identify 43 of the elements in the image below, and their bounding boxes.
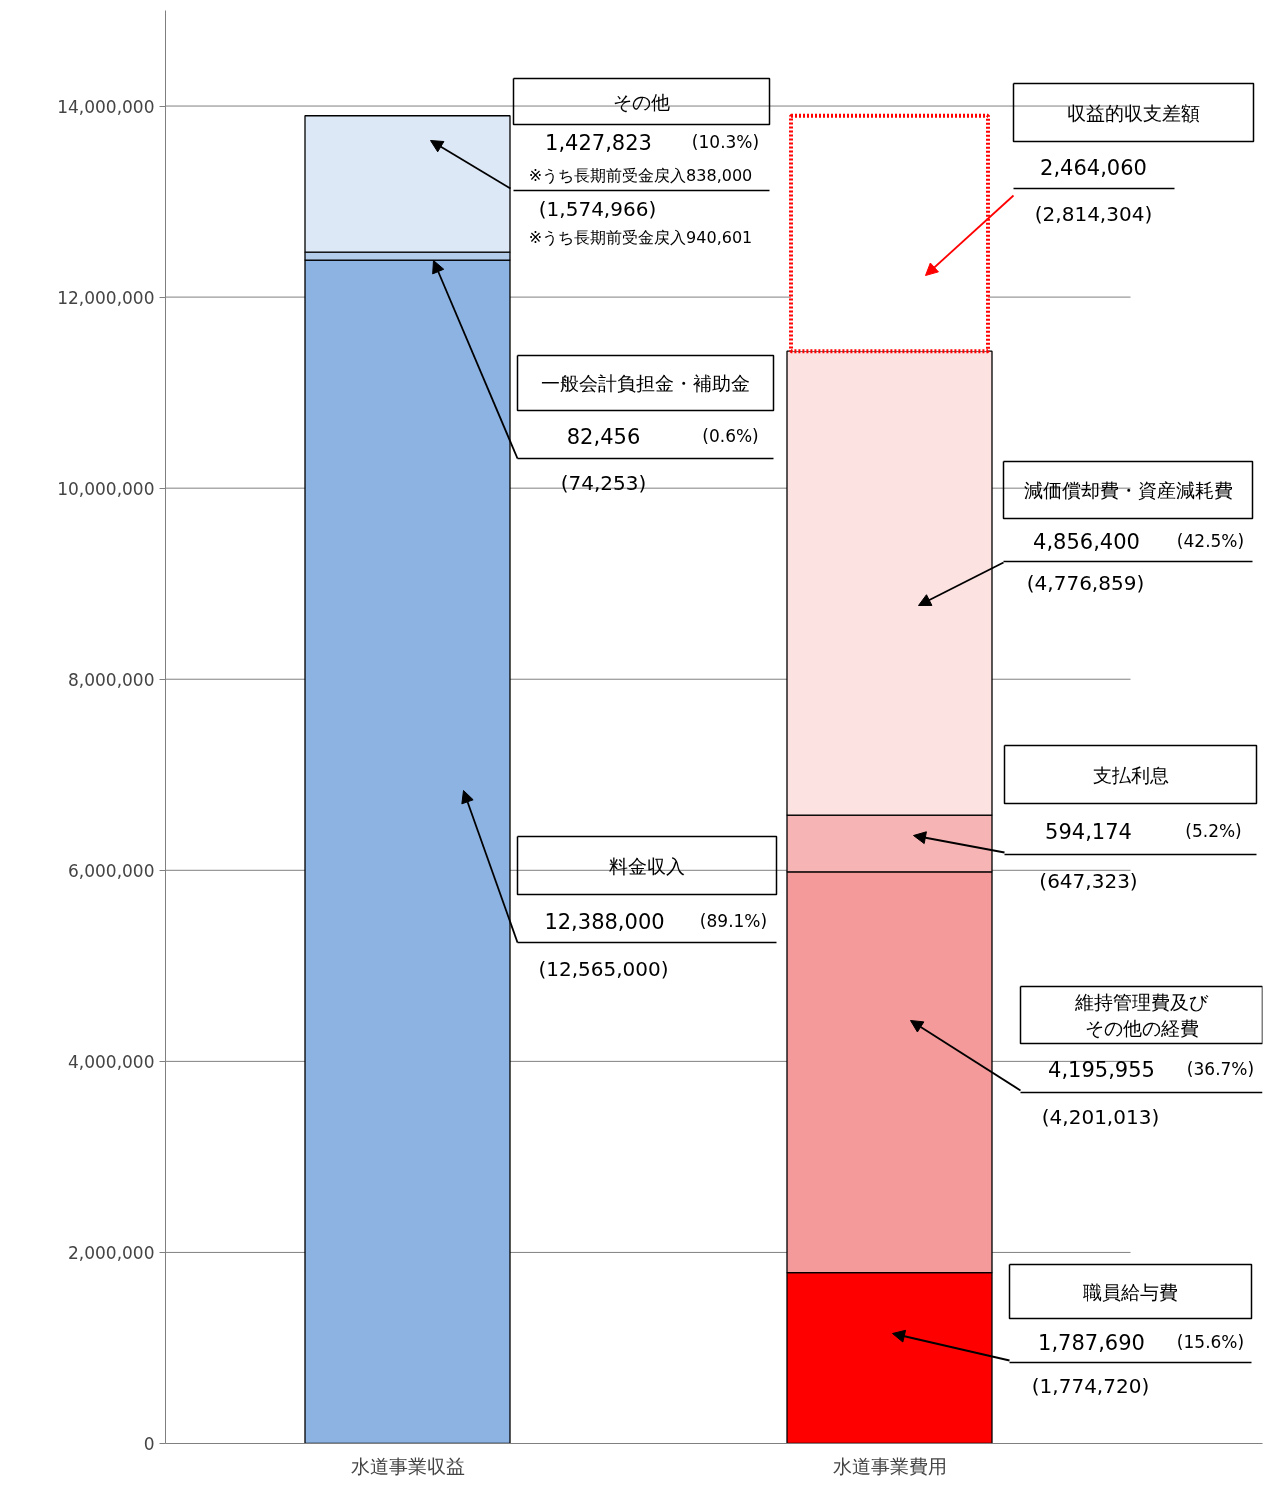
- y-tick-label: 6,000,000: [67, 860, 155, 881]
- annotation: 4,856,400: [1033, 529, 1140, 554]
- text: (36.7%): [1186, 1058, 1255, 1079]
- y-tick-label: 8,000,000: [67, 669, 155, 690]
- annotation: 1,787,690: [1038, 1330, 1145, 1355]
- annotation: 82,456: [566, 424, 641, 449]
- annotation: 2,464,060: [1040, 155, 1147, 180]
- annotation: (0.6%): [702, 425, 759, 446]
- annotation: (74,253): [560, 470, 647, 495]
- annotation: (647,323): [1039, 868, 1138, 893]
- y-tick-label: 14,000,000: [57, 96, 155, 117]
- x-tick-label: 水道事業収益: [350, 1454, 465, 1477]
- annotation: その他: [613, 90, 670, 113]
- annotation: ※うち長期前受金戻入940,601: [528, 228, 753, 247]
- text: (15.6%): [1176, 1331, 1245, 1352]
- annotation: 収益的収支差額: [1067, 101, 1200, 124]
- annotation: (1,774,720): [1031, 1373, 1150, 1398]
- annotation: (10.3%): [691, 131, 760, 152]
- annotation: 12,388,000: [544, 909, 665, 934]
- text: (5.2%): [1185, 820, 1242, 841]
- y-tick-label: 2,000,000: [67, 1242, 155, 1263]
- y-tick-label: 10,000,000: [57, 478, 155, 499]
- text: (42.5%): [1176, 530, 1245, 551]
- annotation: 1,427,823: [545, 130, 652, 155]
- annotation: 料金収入: [609, 854, 685, 877]
- x-tick-label: 水道事業費用: [832, 1454, 947, 1477]
- annotation: (1,574,966): [538, 196, 657, 221]
- annotation: (4,201,013): [1041, 1104, 1160, 1129]
- annotation: (12,565,000): [538, 956, 669, 981]
- annotation: 維持管理費及びその他の経費: [1074, 991, 1209, 1039]
- annotation: 職員給与費: [1083, 1280, 1178, 1303]
- annotation: 一般会計負担金・補助金: [541, 372, 750, 394]
- annotation: ※うち長期前受金戻入838,000: [528, 166, 753, 185]
- annotation: (89.1%): [699, 910, 768, 931]
- annotation: 594,174: [1045, 819, 1132, 844]
- annotation: 4,195,955: [1048, 1057, 1155, 1082]
- annotation: 支払利息: [1092, 763, 1169, 786]
- annotation: 減価償却費・資産減耗費: [1023, 479, 1233, 501]
- y-tick-label: 12,000,000: [57, 287, 155, 308]
- y-tick-label: 4,000,000: [67, 1051, 155, 1072]
- annotation: (2,814,304): [1034, 201, 1153, 226]
- annotation: (4,776,859): [1026, 570, 1145, 595]
- y-tick-label: 0: [143, 1434, 155, 1454]
